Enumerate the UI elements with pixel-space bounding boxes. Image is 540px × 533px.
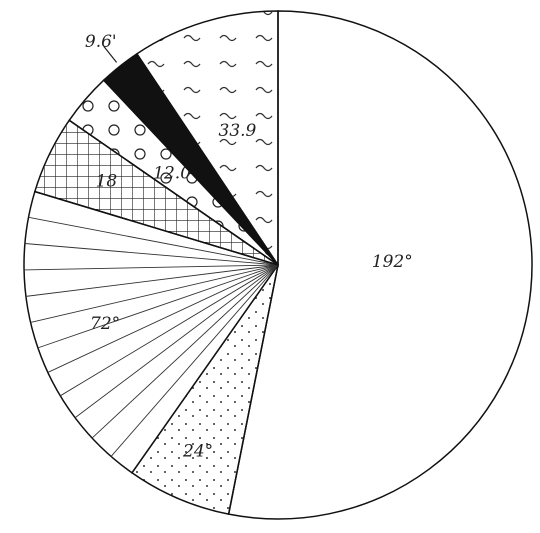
hatch-line (47, 264, 279, 373)
slice-label: 33.9 (219, 121, 257, 141)
label-arrow (103, 46, 118, 63)
slice-label: 12.0 (153, 163, 191, 183)
slice-label: 24° (182, 441, 213, 461)
hatch-line (28, 216, 279, 266)
pie-slice (23, 190, 280, 474)
hatch-line (25, 264, 279, 297)
slice-label: 18 (96, 172, 118, 192)
hatch-line (91, 264, 279, 439)
hatch-line (110, 264, 279, 457)
hatch-line (37, 264, 279, 349)
hatch-line (24, 243, 279, 266)
hatch-line (30, 264, 279, 323)
slice-label: 9.6' (85, 32, 117, 52)
slice-label: 72° (90, 314, 120, 334)
hatch-line (60, 264, 279, 397)
pie-slice (227, 10, 533, 520)
hatch-line (74, 264, 279, 419)
hatch-line (24, 264, 279, 271)
slice-label: 192° (372, 252, 413, 272)
pie-slice (135, 10, 279, 268)
